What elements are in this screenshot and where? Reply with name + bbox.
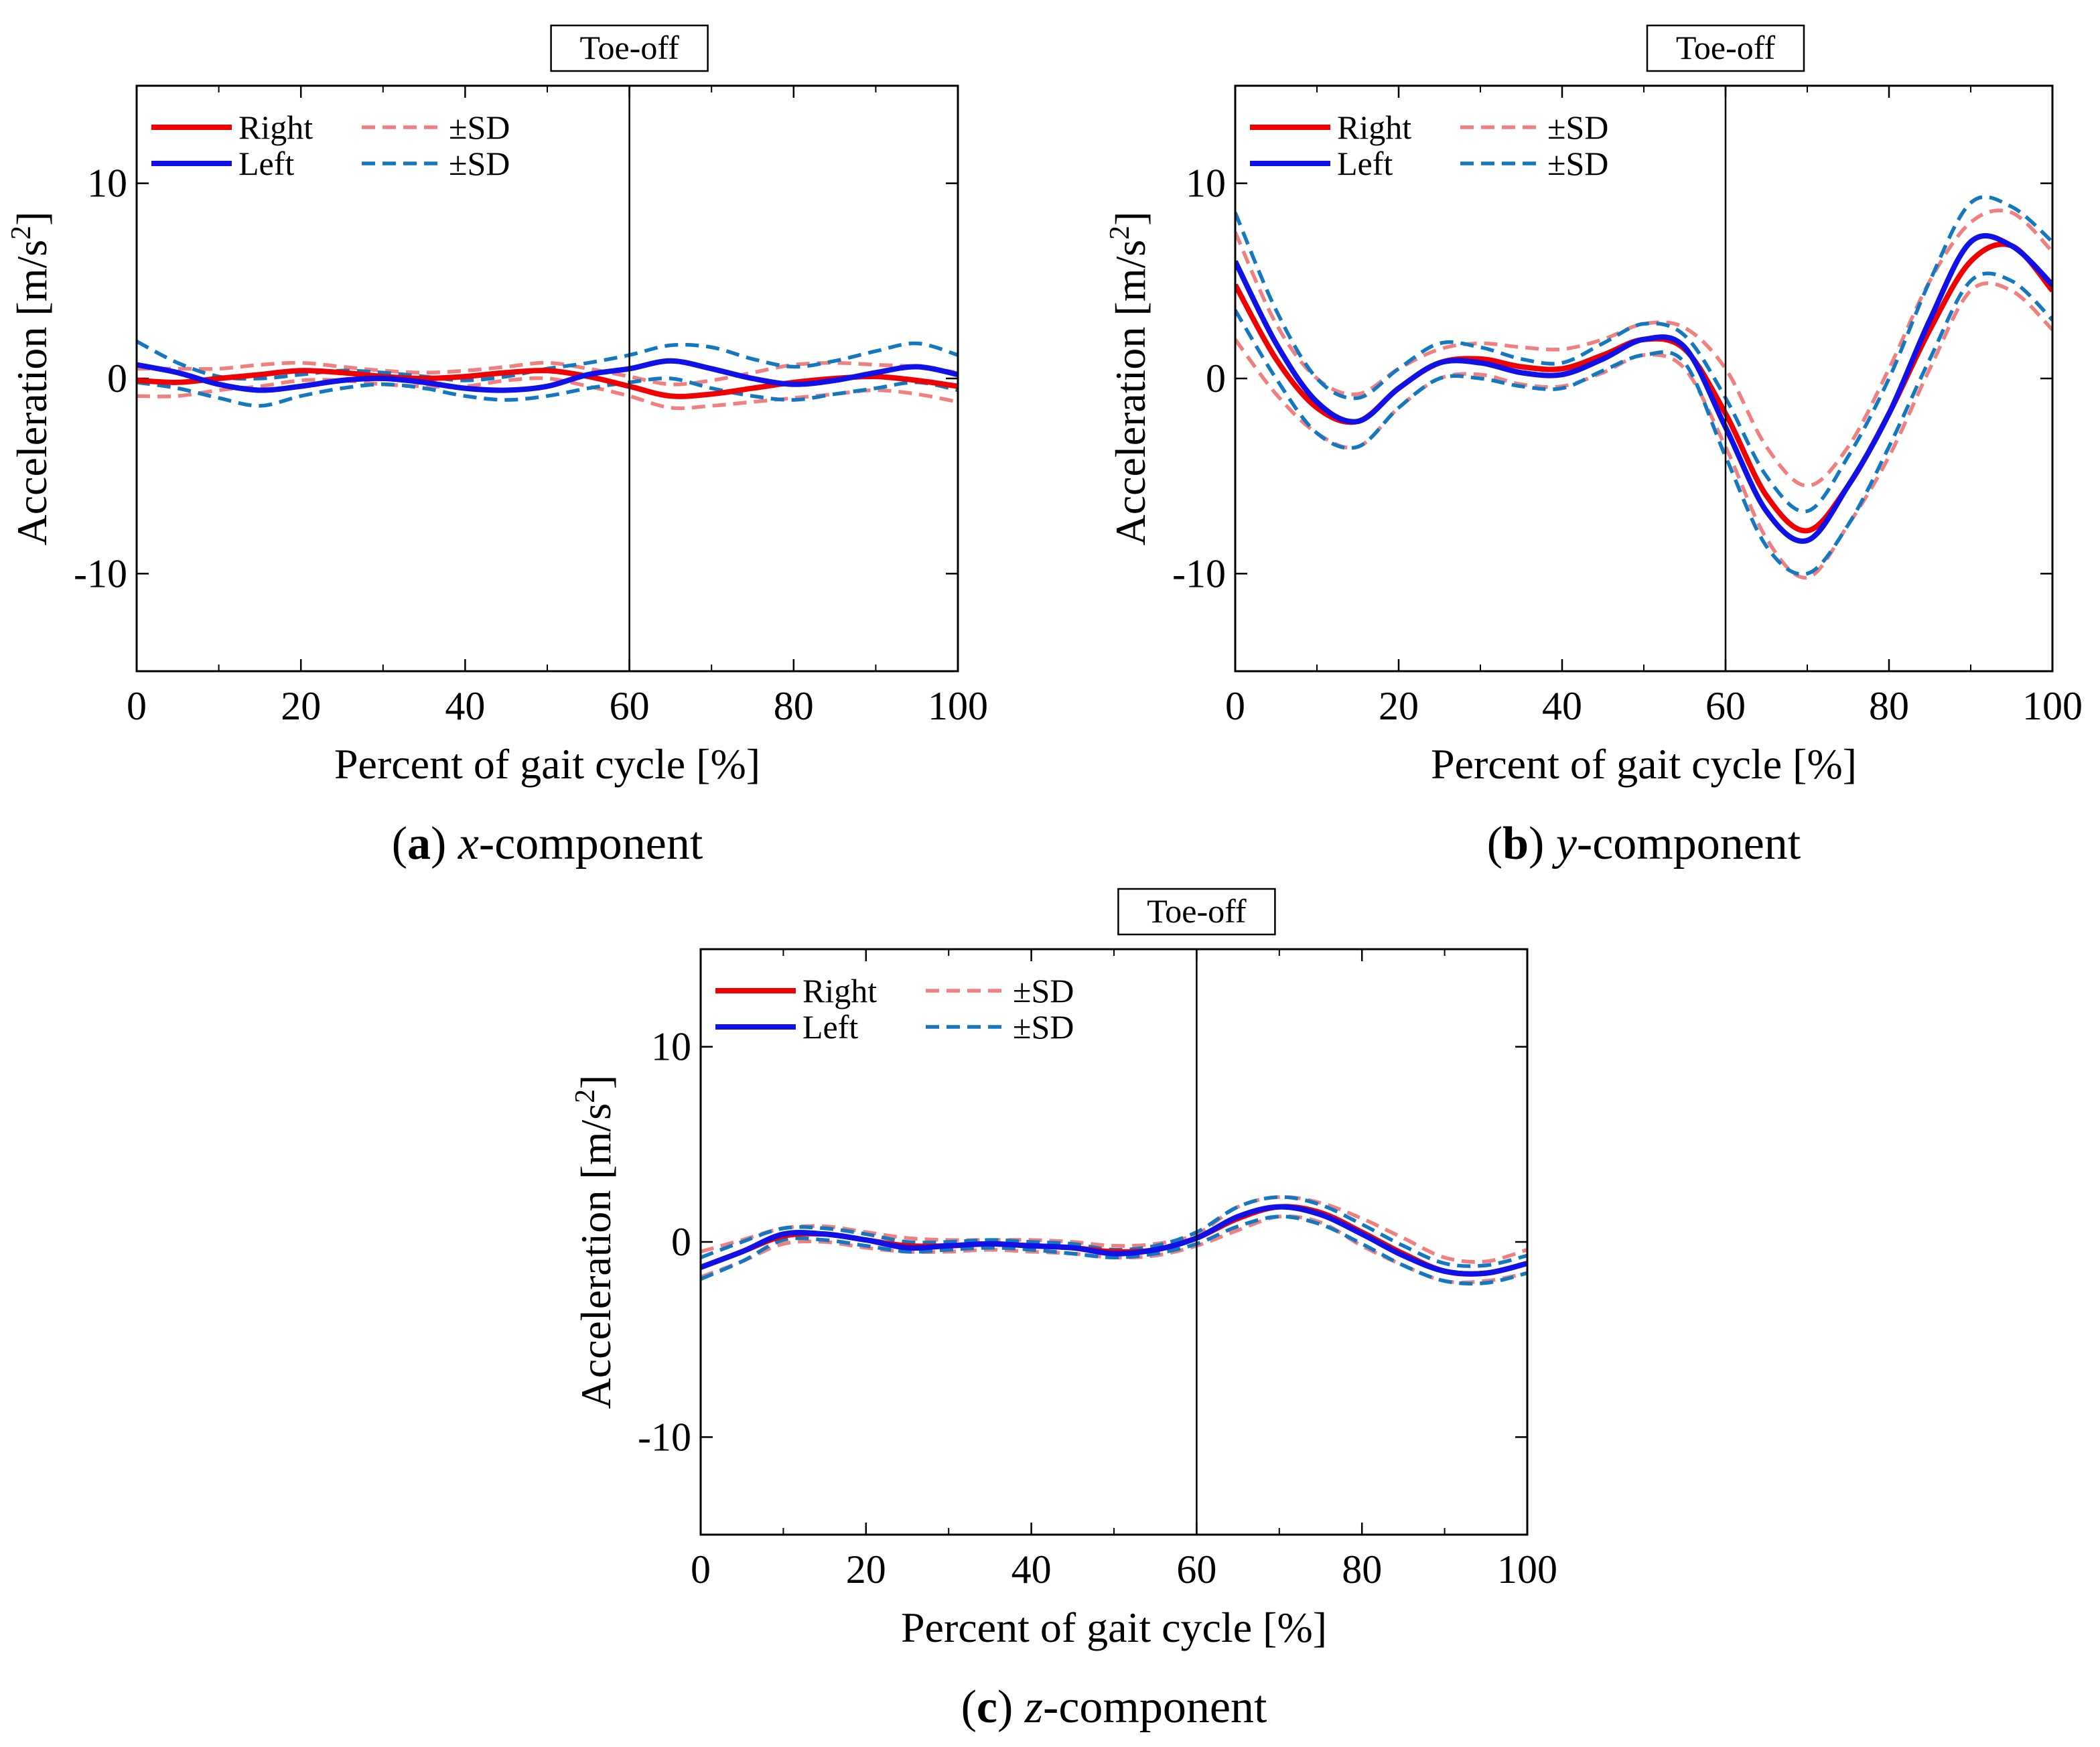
legend-label-right-sd: ±SD <box>449 109 510 146</box>
y-axis-label: Acceleration [m/s2] <box>6 212 56 546</box>
legend-label-right: Right <box>802 972 877 1009</box>
series-line-right-sd <box>701 1195 1527 1264</box>
y-tick-label: 10 <box>87 161 127 206</box>
series-line-left <box>137 358 958 393</box>
x-tick-label: 20 <box>846 1547 886 1592</box>
series-line-right-sd <box>1235 208 2052 488</box>
x-tick-label: 80 <box>1869 684 1909 728</box>
x-tick-label: 0 <box>1225 684 1245 728</box>
toe-off-box <box>1646 24 1805 72</box>
x-tick-label: 100 <box>2022 684 2083 728</box>
series-line-right-sd <box>1235 281 2052 580</box>
x-axis-label: Percent of gait cycle [%] <box>334 740 760 788</box>
y-tick-label: 0 <box>671 1220 691 1264</box>
legend-label-left: Left <box>238 145 294 182</box>
y-tick-label: -10 <box>1172 551 1226 596</box>
x-tick-label: 80 <box>1342 1547 1382 1592</box>
series-line-left-sd <box>1235 271 2052 577</box>
series-line-right-sd <box>137 360 958 387</box>
series-group <box>701 1195 1527 1286</box>
x-tick-label: 60 <box>1176 1547 1216 1592</box>
x-tick-label: 40 <box>445 684 485 728</box>
x-tick-label: 0 <box>691 1547 711 1592</box>
legend-label-left: Left <box>802 1008 858 1046</box>
toe-off-label: Toe-off <box>579 29 679 66</box>
toe-off-label: Toe-off <box>1147 892 1247 930</box>
y-tick-label: 0 <box>107 356 127 401</box>
x-tick-label: 20 <box>1379 684 1419 728</box>
x-axis-label: Percent of gait cycle [%] <box>1431 740 1857 788</box>
series-group <box>137 340 958 411</box>
x-tick-label: 100 <box>928 684 988 728</box>
y-tick-label: -10 <box>74 551 127 596</box>
x-tick-label: 80 <box>774 684 814 728</box>
x-tick-label: 100 <box>1497 1547 1557 1592</box>
legend-label-right-sd: ±SD <box>1547 109 1608 146</box>
x-tick-label: 0 <box>127 684 147 728</box>
legend-label-left-sd: ±SD <box>449 145 510 182</box>
plot-frame <box>1234 84 2054 673</box>
x-tick-label: 40 <box>1542 684 1582 728</box>
legend-label-right-sd: ±SD <box>1013 972 1074 1009</box>
caption-a: (a) x-component <box>392 818 703 869</box>
series-group <box>1235 195 2052 580</box>
y-tick-label: 0 <box>1206 356 1226 401</box>
y-tick-label: 10 <box>1186 161 1226 206</box>
x-tick-label: 60 <box>610 684 650 728</box>
toe-off-label: Toe-off <box>1676 29 1776 66</box>
series-line-left-sd <box>701 1214 1527 1286</box>
legend-label-left: Left <box>1337 145 1393 182</box>
toe-off-box <box>550 24 709 72</box>
plot-frame <box>699 948 1529 1536</box>
x-tick-label: 20 <box>281 684 321 728</box>
legend-label-left-sd: ±SD <box>1547 145 1608 182</box>
y-tick-label: -10 <box>638 1415 691 1459</box>
y-axis-label: Acceleration [m/s2] <box>570 1075 620 1409</box>
y-tick-label: 10 <box>651 1025 691 1069</box>
x-tick-label: 40 <box>1011 1547 1052 1592</box>
x-tick-label: 60 <box>1705 684 1746 728</box>
series-line-right <box>1235 241 2052 534</box>
plot-frame <box>135 84 959 673</box>
series-line-left-sd <box>137 376 958 408</box>
series-line-left-sd <box>1235 195 2052 514</box>
legend-label-right: Right <box>238 109 313 146</box>
caption-b: (b) y-component <box>1487 818 1801 869</box>
legend-label-right: Right <box>1337 109 1411 146</box>
toe-off-box <box>1117 888 1276 936</box>
series-line-left <box>701 1204 1527 1277</box>
caption-c: (c) z-component <box>961 1681 1267 1733</box>
y-axis-label: Acceleration [m/s2] <box>1105 212 1154 546</box>
series-line-left <box>1235 233 2052 544</box>
x-axis-label: Percent of gait cycle [%] <box>901 1604 1327 1651</box>
legend-label-left-sd: ±SD <box>1013 1008 1074 1046</box>
